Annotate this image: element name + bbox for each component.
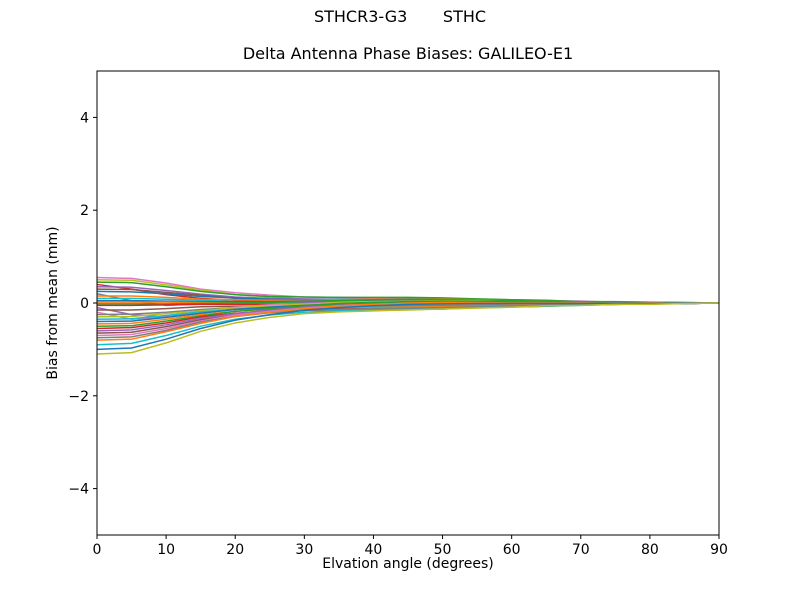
x-axis-label: Elvation angle (degrees) [322, 556, 493, 572]
y-tick-label: 2 [80, 203, 89, 219]
y-tick-label: 4 [80, 110, 89, 126]
x-tick-label: 70 [572, 542, 590, 558]
tick-labels-layer: 0 10 20 30 40 50 60 70 80 90 −4 −2 0 2 4 [68, 110, 728, 558]
x-tick-label: 30 [295, 542, 313, 558]
x-tick-label: 0 [93, 542, 102, 558]
x-tick-label: 90 [710, 542, 728, 558]
series-line [96, 302, 720, 351]
series-line [96, 302, 720, 355]
axes-frame [96, 70, 720, 536]
y-axis-label: Bias from mean (mm) [45, 226, 61, 379]
figure-suptitle: STHCR3-G3 STHC [313, 7, 487, 26]
x-tick-label: 40 [365, 542, 383, 558]
axes-title: Delta Antenna Phase Biases: GALILEO-E1 [242, 44, 574, 63]
x-tick-label: 10 [157, 542, 175, 558]
tick-marks-layer [93, 116, 720, 539]
line-series-layer [96, 276, 720, 355]
y-tick-label: 0 [80, 296, 89, 312]
x-tick-label: 60 [503, 542, 521, 558]
y-tick-label: −2 [68, 389, 89, 405]
x-tick-label: 20 [226, 542, 244, 558]
x-tick-label: 80 [641, 542, 659, 558]
x-tick-label: 50 [434, 542, 452, 558]
y-tick-label: −4 [68, 482, 89, 498]
